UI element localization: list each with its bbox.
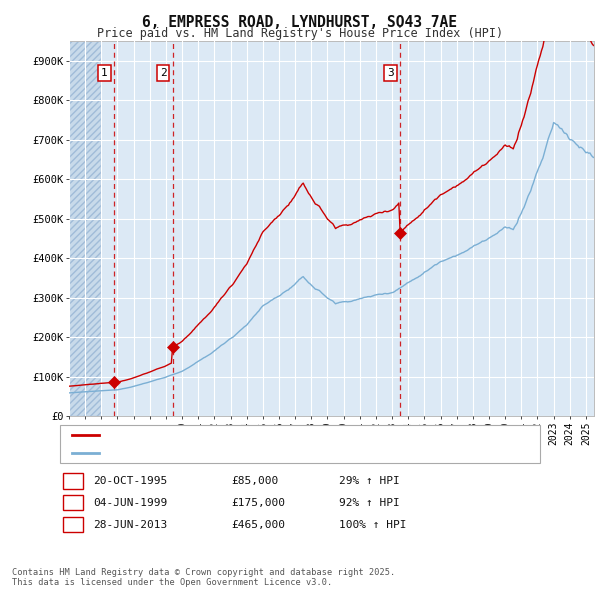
Text: 04-JUN-1999: 04-JUN-1999 [93, 498, 167, 507]
Bar [69, 41, 101, 416]
Text: 2: 2 [69, 498, 76, 507]
Text: £465,000: £465,000 [231, 520, 285, 529]
Text: 1: 1 [69, 476, 76, 486]
Text: 6, EMPRESS ROAD, LYNDHURST, SO43 7AE: 6, EMPRESS ROAD, LYNDHURST, SO43 7AE [143, 15, 458, 30]
Text: £85,000: £85,000 [231, 476, 278, 486]
Text: 29% ↑ HPI: 29% ↑ HPI [339, 476, 400, 486]
Text: 3: 3 [387, 68, 394, 78]
Text: 92% ↑ HPI: 92% ↑ HPI [339, 498, 400, 507]
Text: 28-JUN-2013: 28-JUN-2013 [93, 520, 167, 529]
Bar [69, 41, 101, 416]
Text: 1: 1 [101, 68, 108, 78]
Text: Contains HM Land Registry data © Crown copyright and database right 2025.
This d: Contains HM Land Registry data © Crown c… [12, 568, 395, 587]
Text: HPI: Average price, semi-detached house, New Forest: HPI: Average price, semi-detached house,… [105, 448, 424, 458]
Text: £175,000: £175,000 [231, 498, 285, 507]
Text: 6, EMPRESS ROAD, LYNDHURST, SO43 7AE (semi-detached house): 6, EMPRESS ROAD, LYNDHURST, SO43 7AE (se… [105, 430, 467, 440]
Text: 100% ↑ HPI: 100% ↑ HPI [339, 520, 407, 529]
Text: 20-OCT-1995: 20-OCT-1995 [93, 476, 167, 486]
Text: 2: 2 [160, 68, 166, 78]
Text: 3: 3 [69, 520, 76, 529]
Text: Price paid vs. HM Land Registry's House Price Index (HPI): Price paid vs. HM Land Registry's House … [97, 27, 503, 40]
